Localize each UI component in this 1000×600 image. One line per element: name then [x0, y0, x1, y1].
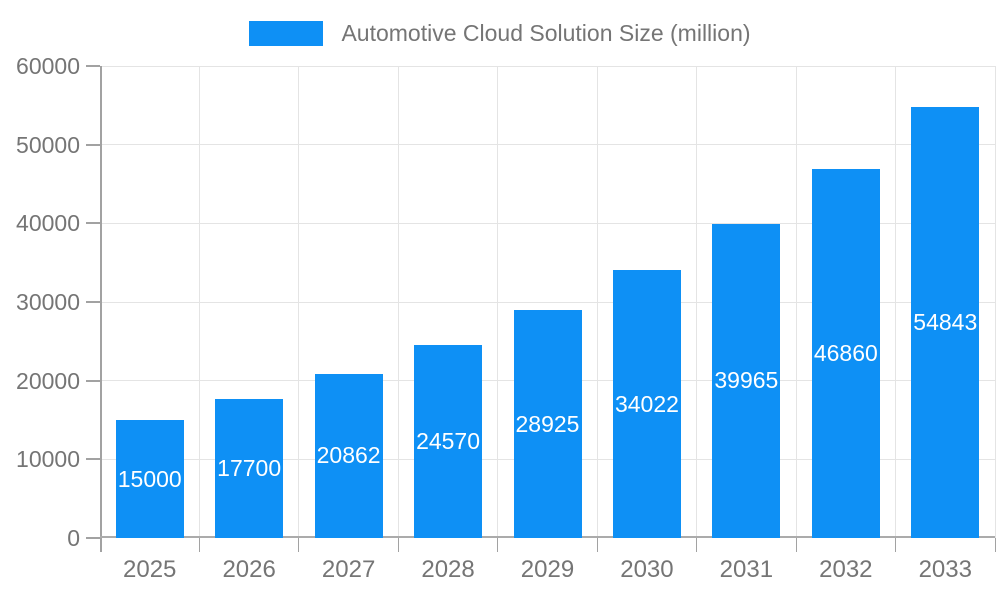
bar-value-label: 54843 [913, 308, 978, 335]
bar-value-label: 28925 [515, 410, 580, 437]
x-axis-tick [895, 538, 897, 552]
x-axis-tick [198, 538, 200, 552]
y-axis-label: 20000 [16, 367, 80, 394]
x-axis-tick [994, 538, 996, 552]
bar-value-label: 20862 [316, 442, 381, 469]
legend-swatch[interactable] [249, 21, 324, 46]
bar: 34022 [612, 270, 681, 538]
legend-label[interactable]: Automotive Cloud Solution Size (million) [341, 20, 751, 46]
y-axis-tick [86, 222, 100, 225]
bar-value-label: 39965 [714, 367, 779, 394]
y-axis-tick [86, 537, 100, 539]
bar: 17700 [215, 398, 284, 538]
x-axis-label: 2025 [123, 556, 177, 583]
bar: 39965 [712, 223, 781, 538]
gridline-vertical [397, 66, 399, 538]
x-axis-tick [497, 538, 499, 552]
y-axis-label: 0 [67, 525, 80, 551]
y-axis-tick [86, 379, 100, 382]
y-axis-label: 60000 [16, 53, 80, 79]
y-axis-label: 30000 [16, 289, 80, 315]
x-axis-tick [795, 538, 797, 552]
gridline-vertical [497, 66, 499, 538]
y-axis-tick [86, 301, 100, 303]
bar: 46860 [811, 169, 880, 538]
x-axis-label: 2027 [321, 556, 376, 583]
gridline-vertical [198, 66, 200, 538]
y-axis-label: 10000 [16, 446, 80, 473]
x-axis-tick [696, 538, 698, 552]
gridline-vertical [696, 66, 698, 538]
gridline-horizontal [100, 222, 995, 224]
gridline-vertical [795, 66, 797, 538]
bar: 20862 [314, 373, 383, 538]
bar: 24570 [414, 344, 483, 538]
x-axis-label: 2030 [620, 556, 674, 583]
y-axis-tick [86, 143, 100, 146]
bar: 28925 [513, 310, 582, 538]
bar: 54843 [911, 106, 980, 538]
x-axis-label: 2033 [918, 556, 972, 583]
x-axis-tick [298, 538, 300, 552]
x-axis-label: 2026 [222, 556, 276, 583]
x-axis-label: 2029 [520, 556, 575, 583]
x-axis-label: 2032 [819, 556, 873, 583]
bar-value-label: 34022 [614, 390, 679, 417]
gridline-vertical [596, 66, 598, 538]
y-axis-label: 40000 [16, 210, 80, 237]
x-axis-label: 2031 [719, 556, 774, 583]
bar-value-label: 17700 [217, 454, 282, 481]
bar-value-label: 24570 [416, 427, 481, 454]
bar-value-label: 15000 [117, 465, 182, 492]
gridline-horizontal [100, 144, 995, 146]
gridline-horizontal [100, 301, 995, 303]
y-axis-line [100, 66, 102, 552]
bar: 15000 [115, 420, 184, 538]
gridline-vertical [994, 66, 996, 538]
y-axis-label: 50000 [16, 131, 80, 158]
plot-area: 15000 17700 20862 24570 28925 34022 39965 46860… [86, 65, 996, 552]
x-axis-tick [397, 538, 399, 552]
y-axis-tick [86, 458, 100, 461]
y-axis-tick [86, 65, 100, 67]
bar-value-label: 46860 [813, 340, 878, 367]
x-axis-label: 2028 [421, 556, 475, 583]
gridline-horizontal [100, 65, 995, 67]
gridline-vertical [895, 66, 897, 538]
legend: Automotive Cloud Solution Size (million) [0, 20, 1000, 47]
gridline-vertical [298, 66, 300, 538]
x-axis-tick [596, 538, 598, 552]
